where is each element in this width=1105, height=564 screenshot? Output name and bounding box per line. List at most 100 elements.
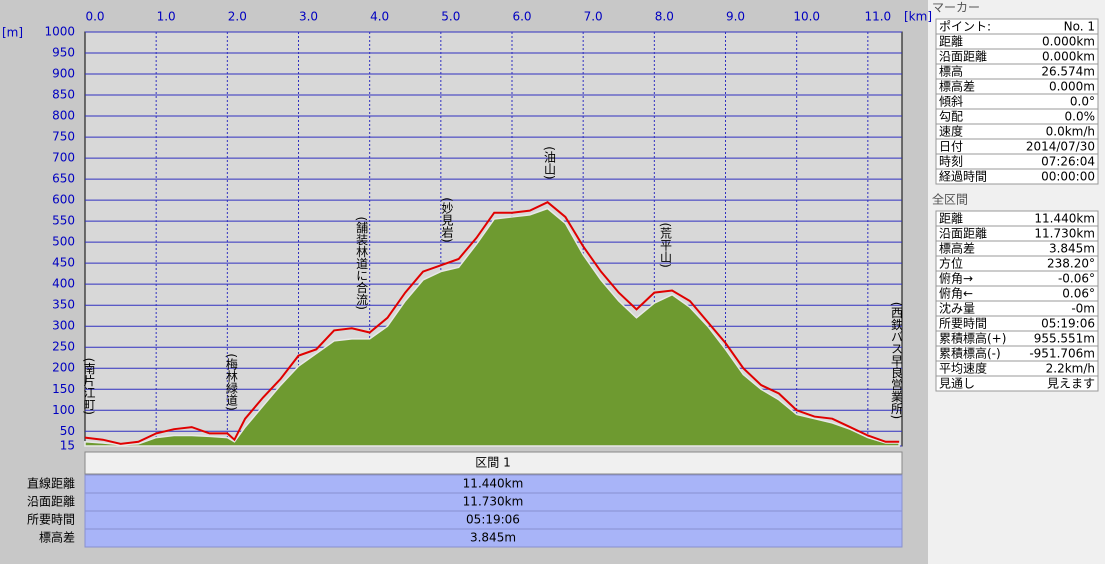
section-row-value: 11.730km	[463, 495, 524, 509]
x-tick-label: 11.0	[864, 10, 891, 24]
panel-row	[935, 168, 1099, 185]
y-tick-label: 700	[52, 151, 75, 165]
y-tick-label: 950	[52, 46, 75, 60]
panel-title: 全区間	[932, 192, 968, 207]
panel-value: 11.730km	[1034, 227, 1095, 241]
section-row-bg	[84, 528, 903, 548]
panel-value: 05:19:06	[1041, 317, 1095, 331]
panel-value: 0.06°	[1062, 287, 1095, 301]
panel-label: 俯角→	[939, 271, 973, 286]
panel-value: 11.440km	[1034, 212, 1095, 226]
y-tick-label: 1000	[44, 25, 75, 39]
y-tick-label: 250	[52, 340, 75, 354]
panel-label: 勾配	[939, 110, 963, 124]
panel-label: 累積標高(-)	[939, 346, 1001, 361]
panel-value: -0m	[1071, 302, 1095, 316]
y-tick-label: 100	[52, 403, 75, 417]
panel-label: 所要時間	[939, 317, 987, 331]
x-tick-label: 1.0	[157, 10, 176, 24]
x-unit: [km]	[904, 10, 932, 24]
x-tick-label: 6.0	[512, 10, 531, 24]
panel-label: 距離	[939, 35, 963, 49]
panel-value: 見えます	[1047, 377, 1095, 391]
panel-value: No. 1	[1064, 20, 1095, 34]
panel-value: 2014/07/30	[1026, 140, 1095, 154]
panel-value: 3.845m	[1049, 242, 1095, 256]
y-tick-label: 400	[52, 277, 75, 291]
panel-label: 見通し	[939, 377, 975, 391]
annotation: (舗装林道に合流)	[355, 217, 369, 310]
annotation: (南片江町)	[82, 358, 96, 415]
y-tick-label: 500	[52, 235, 75, 249]
panel-label: 日付	[939, 140, 963, 154]
panel-label: 速度	[939, 124, 963, 139]
y-tick-label: 650	[52, 172, 75, 186]
y-tick-label: 150	[52, 382, 75, 396]
section-row-label: 直線距離	[27, 476, 75, 491]
panel-value: 0.000km	[1042, 50, 1095, 64]
panel-title: マーカー	[932, 1, 980, 15]
panel-label: 累積標高(+)	[939, 331, 1006, 346]
section-row-label: 標高差	[39, 530, 75, 545]
panel-label: 沿面距離	[939, 50, 987, 64]
y-tick-label: 850	[52, 88, 75, 102]
panel-label: 時刻	[939, 155, 963, 169]
panel-label: 方位	[939, 256, 963, 271]
x-tick-label: 3.0	[299, 10, 318, 24]
y-tick-label: 900	[52, 67, 75, 81]
panel-row	[935, 375, 1099, 392]
x-tick-label: 9.0	[726, 10, 745, 24]
panel-value: 26.574m	[1041, 65, 1095, 79]
section-row-label: 所要時間	[27, 513, 75, 527]
panel-value: -951.706m	[1029, 347, 1095, 361]
y-tick-label: 350	[52, 298, 75, 312]
y-tick-label: 450	[52, 256, 75, 270]
annotation: (油山)	[543, 146, 557, 179]
y-tick-label: 200	[52, 361, 75, 375]
panel-value: 0.000m	[1049, 80, 1095, 94]
panel-label: 俯角←	[939, 286, 973, 301]
panel-label: 沈み量	[939, 301, 975, 316]
track-line	[84, 201, 900, 445]
panel-value: 0.0°	[1070, 95, 1095, 109]
y-unit: [m]	[2, 26, 23, 40]
section-header: 区間 1	[475, 456, 510, 470]
y-tick-label: 50	[60, 424, 75, 438]
annotation: (妙見岩)	[440, 197, 454, 242]
panel-value: 07:26:04	[1041, 155, 1095, 169]
panel-value: 0.0km/h	[1046, 125, 1095, 139]
x-tick-label: 5.0	[441, 10, 460, 24]
y-tick-label: 550	[52, 214, 75, 228]
y-tick-label: 600	[52, 193, 75, 207]
y-tick-label: 300	[52, 319, 75, 333]
panel-label: 平均速度	[939, 361, 987, 376]
section-row-value: 11.440km	[463, 477, 524, 491]
panel-value: 00:00:00	[1041, 170, 1095, 184]
y-tick-label: 800	[52, 109, 75, 123]
section-row-value: 05:19:06	[466, 513, 520, 527]
annotation: (梅林緑道)	[224, 353, 238, 410]
y-tick-label: 15	[60, 439, 75, 453]
section-row-value: 3.845m	[470, 531, 516, 545]
x-tick-label: 4.0	[370, 10, 389, 24]
panel-value: 0.000km	[1042, 35, 1095, 49]
panel-label: 沿面距離	[939, 227, 987, 241]
x-tick-label: 2.0	[228, 10, 247, 24]
x-tick-label: 8.0	[655, 10, 674, 24]
x-tick-label: 7.0	[584, 10, 603, 24]
panel-value: 955.551m	[1034, 332, 1095, 346]
panel-value: 238.20°	[1047, 257, 1095, 271]
panel-label: ポイント:	[939, 20, 991, 34]
y-tick-label: 750	[52, 130, 75, 144]
section-header-bg	[84, 451, 903, 475]
panel-label: 傾斜	[939, 95, 963, 109]
x-tick-label: 10.0	[793, 10, 820, 24]
panel-label: 標高差	[939, 79, 975, 94]
annotation: (西鉄バス早良営業所)	[890, 302, 904, 419]
panel-label: 距離	[939, 212, 963, 226]
panel-value: 2.2km/h	[1046, 362, 1095, 376]
annotation: (荒平山)	[659, 222, 673, 267]
panel-label: 標高差	[939, 241, 975, 256]
panel-label: 標高	[939, 64, 963, 79]
